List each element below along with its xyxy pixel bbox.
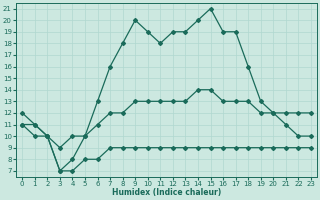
X-axis label: Humidex (Indice chaleur): Humidex (Indice chaleur) <box>112 188 221 197</box>
